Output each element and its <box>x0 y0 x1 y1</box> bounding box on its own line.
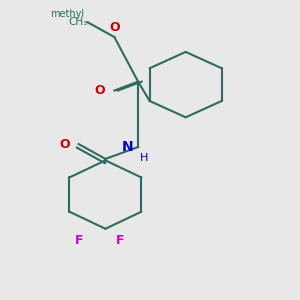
Text: F: F <box>74 234 83 247</box>
Text: CH₃: CH₃ <box>68 17 88 27</box>
Text: F: F <box>116 234 124 247</box>
Text: H: H <box>140 153 148 163</box>
Text: methyl: methyl <box>50 9 85 19</box>
Text: O: O <box>59 138 70 151</box>
Text: O: O <box>95 84 105 97</box>
Text: N: N <box>122 140 134 154</box>
Text: O: O <box>109 21 120 34</box>
